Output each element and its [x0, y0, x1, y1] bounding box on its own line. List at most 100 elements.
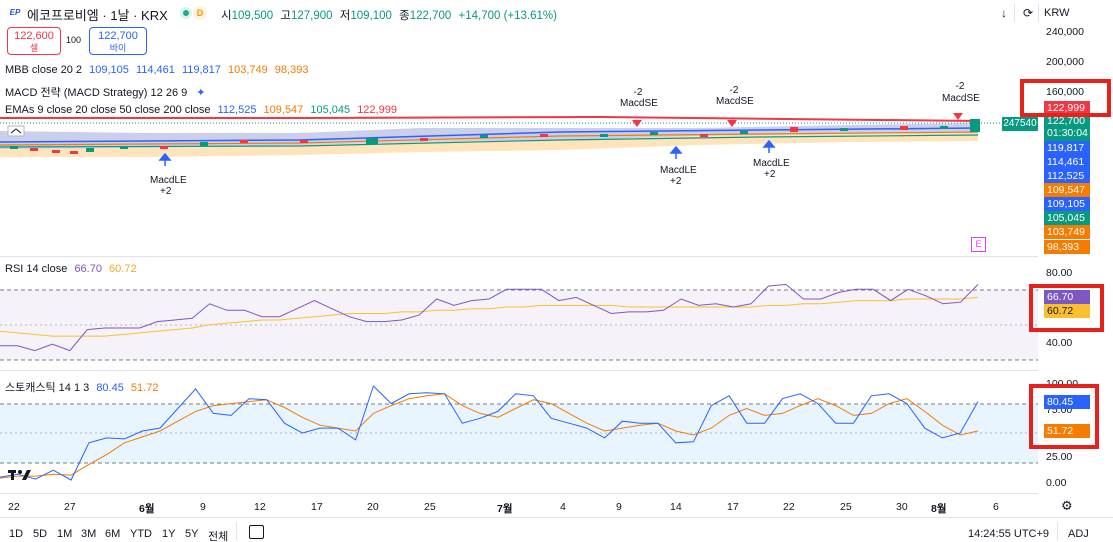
symbol-title[interactable]: 에코프로비엠 · 1날 · KRX — [27, 8, 168, 23]
rsi-tick: 80.00 — [1046, 267, 1073, 279]
range-5y[interactable]: 5Y — [185, 528, 199, 540]
range-all[interactable]: 전체 — [208, 531, 229, 542]
chart-header: EP 에코프로비엠 · 1날 · KRX D 시109,500 고127,900… — [0, 0, 1113, 26]
candle — [366, 138, 378, 144]
macd-name: MACD 전략 (MACD Strategy) 12 26 9 — [5, 87, 188, 99]
macd-legend[interactable]: MACD 전략 (MACD Strategy) 12 26 9 ✦ — [5, 84, 206, 100]
range-1d[interactable]: 1D — [9, 528, 24, 540]
time-tick: 22 — [783, 501, 795, 513]
candle — [200, 142, 208, 146]
candle — [10, 146, 18, 149]
ema20-tag: 109,547 — [1044, 183, 1090, 197]
pane-divider[interactable] — [0, 370, 1038, 371]
refresh-icon[interactable]: ⟳ — [1022, 6, 1034, 20]
rsi-tick: 40.00 — [1046, 337, 1073, 349]
rsi-value-tag: 66.70 — [1044, 290, 1090, 304]
sell-price: 122,600 — [14, 30, 54, 42]
mbb-legend[interactable]: MBB close 20 2 109,105 114,461 119,817 1… — [5, 64, 308, 76]
se-top-label: -2 — [633, 87, 643, 98]
settings-gear-icon[interactable]: ⚙ — [1061, 498, 1073, 513]
time-tick: 8월 — [931, 503, 947, 515]
le-bottom-label: +2 — [670, 176, 682, 187]
buy-label: 바이 — [109, 43, 127, 53]
se-top-label: -2 — [729, 85, 739, 96]
buy-price: 122,700 — [98, 30, 138, 42]
clock[interactable]: 14:24:55 UTC+9 — [968, 528, 1050, 540]
sell-arrow-icon — [953, 113, 963, 120]
data-delay-badge[interactable]: D — [193, 6, 207, 20]
le-label: MacdLE — [150, 175, 187, 186]
date-range-calendar-icon[interactable] — [249, 525, 264, 539]
pane-divider[interactable] — [0, 256, 1038, 257]
price-chart[interactable] — [0, 0, 1038, 256]
emas-value-1: 112,525 — [217, 104, 257, 116]
candle — [120, 146, 128, 149]
stoch-value-2: 51.72 — [130, 382, 159, 394]
bb-lower-band — [0, 133, 978, 157]
change-value: +14,700 (+13.61%) — [458, 10, 557, 22]
divider — [0, 517, 1113, 518]
strategy-settings-icon[interactable]: ✦ — [196, 87, 206, 99]
sell-arrow-icon — [727, 120, 737, 127]
macd-short-signals — [632, 113, 963, 127]
candle — [970, 119, 980, 132]
ema9-line — [0, 127, 979, 143]
se-top-label: -2 — [955, 81, 965, 92]
range-5d[interactable]: 5D — [33, 528, 48, 540]
time-tick: 17 — [727, 501, 739, 513]
time-tick: 14 — [670, 501, 682, 513]
emas-legend[interactable]: EMAs 9 close 20 close 50 close 200 close… — [5, 104, 397, 116]
rsi-ma-line — [0, 296, 979, 337]
stoch-tick: 25.00 — [1046, 451, 1073, 463]
emas-name: EMAs 9 close 20 close 50 close 200 close — [5, 104, 211, 116]
bb-upper-tag: 119,817 — [1044, 141, 1090, 155]
range-3m[interactable]: 3M — [81, 528, 97, 540]
rsi-legend[interactable]: RSI 14 close 66.70 60.72 — [5, 263, 137, 275]
download-icon[interactable]: ↓ — [1001, 6, 1007, 20]
range-1y[interactable]: 1Y — [162, 528, 176, 540]
market-status-icon[interactable] — [180, 7, 192, 19]
stoch-value-1: 80.45 — [96, 382, 124, 394]
mbb-name: MBB close 20 2 — [5, 64, 83, 76]
range-6m[interactable]: 6M — [105, 528, 121, 540]
stochastic-chart[interactable] — [0, 371, 1038, 493]
le-label: MacdLE — [660, 165, 697, 176]
time-tick: 9 — [616, 501, 622, 513]
rsi-ma-value-tag: 60.72 — [1044, 304, 1090, 318]
ema50-line — [0, 134, 979, 148]
collapse-widget-icon — [7, 125, 25, 137]
divider — [1014, 4, 1015, 22]
mbb-value-3: 119,817 — [181, 64, 221, 76]
stoch-name: 스토캐스틱 14 1 3 — [5, 382, 90, 394]
open-value: 109,500 — [231, 10, 274, 22]
highlight-box — [1020, 79, 1111, 117]
time-tick: 4 — [560, 501, 566, 513]
sell-button[interactable]: 122,600 셀 — [7, 27, 61, 55]
buy-arrow-icon — [158, 152, 172, 161]
stoch-legend[interactable]: 스토캐스틱 14 1 3 80.45 51.72 — [5, 379, 158, 395]
adj-toggle[interactable]: ADJ — [1068, 528, 1089, 540]
range-ytd[interactable]: YTD — [130, 528, 152, 540]
close-value: 122,700 — [409, 10, 452, 22]
rsi-name: RSI 14 close — [5, 263, 68, 275]
stoch-tick: 0.00 — [1046, 477, 1067, 489]
range-1m[interactable]: 1M — [57, 528, 73, 540]
volume-value-tag: 247540 — [1002, 117, 1038, 131]
level-tag: 103,749 — [1044, 225, 1090, 239]
macd-long-signals — [158, 139, 776, 166]
candle — [540, 134, 548, 137]
ema200-price-tag: 122,999 — [1044, 101, 1090, 115]
low-label: 저 — [339, 10, 351, 22]
earnings-badge[interactable]: E — [971, 237, 986, 252]
time-tick: 17 — [311, 501, 323, 513]
stoch-d-tag: 51.72 — [1044, 424, 1090, 438]
currency-selector[interactable]: KRW — [1044, 7, 1070, 19]
time-tick: 25 — [840, 501, 852, 513]
time-tick: 27 — [64, 501, 76, 513]
buy-arrow-icon — [669, 145, 683, 154]
buy-button[interactable]: 122,700 바이 — [89, 27, 147, 55]
bb-mid-tag: 114,461 — [1044, 155, 1090, 169]
time-tick: 7월 — [497, 503, 513, 515]
rsi-line — [0, 283, 979, 352]
rsi-chart[interactable] — [0, 257, 1038, 370]
